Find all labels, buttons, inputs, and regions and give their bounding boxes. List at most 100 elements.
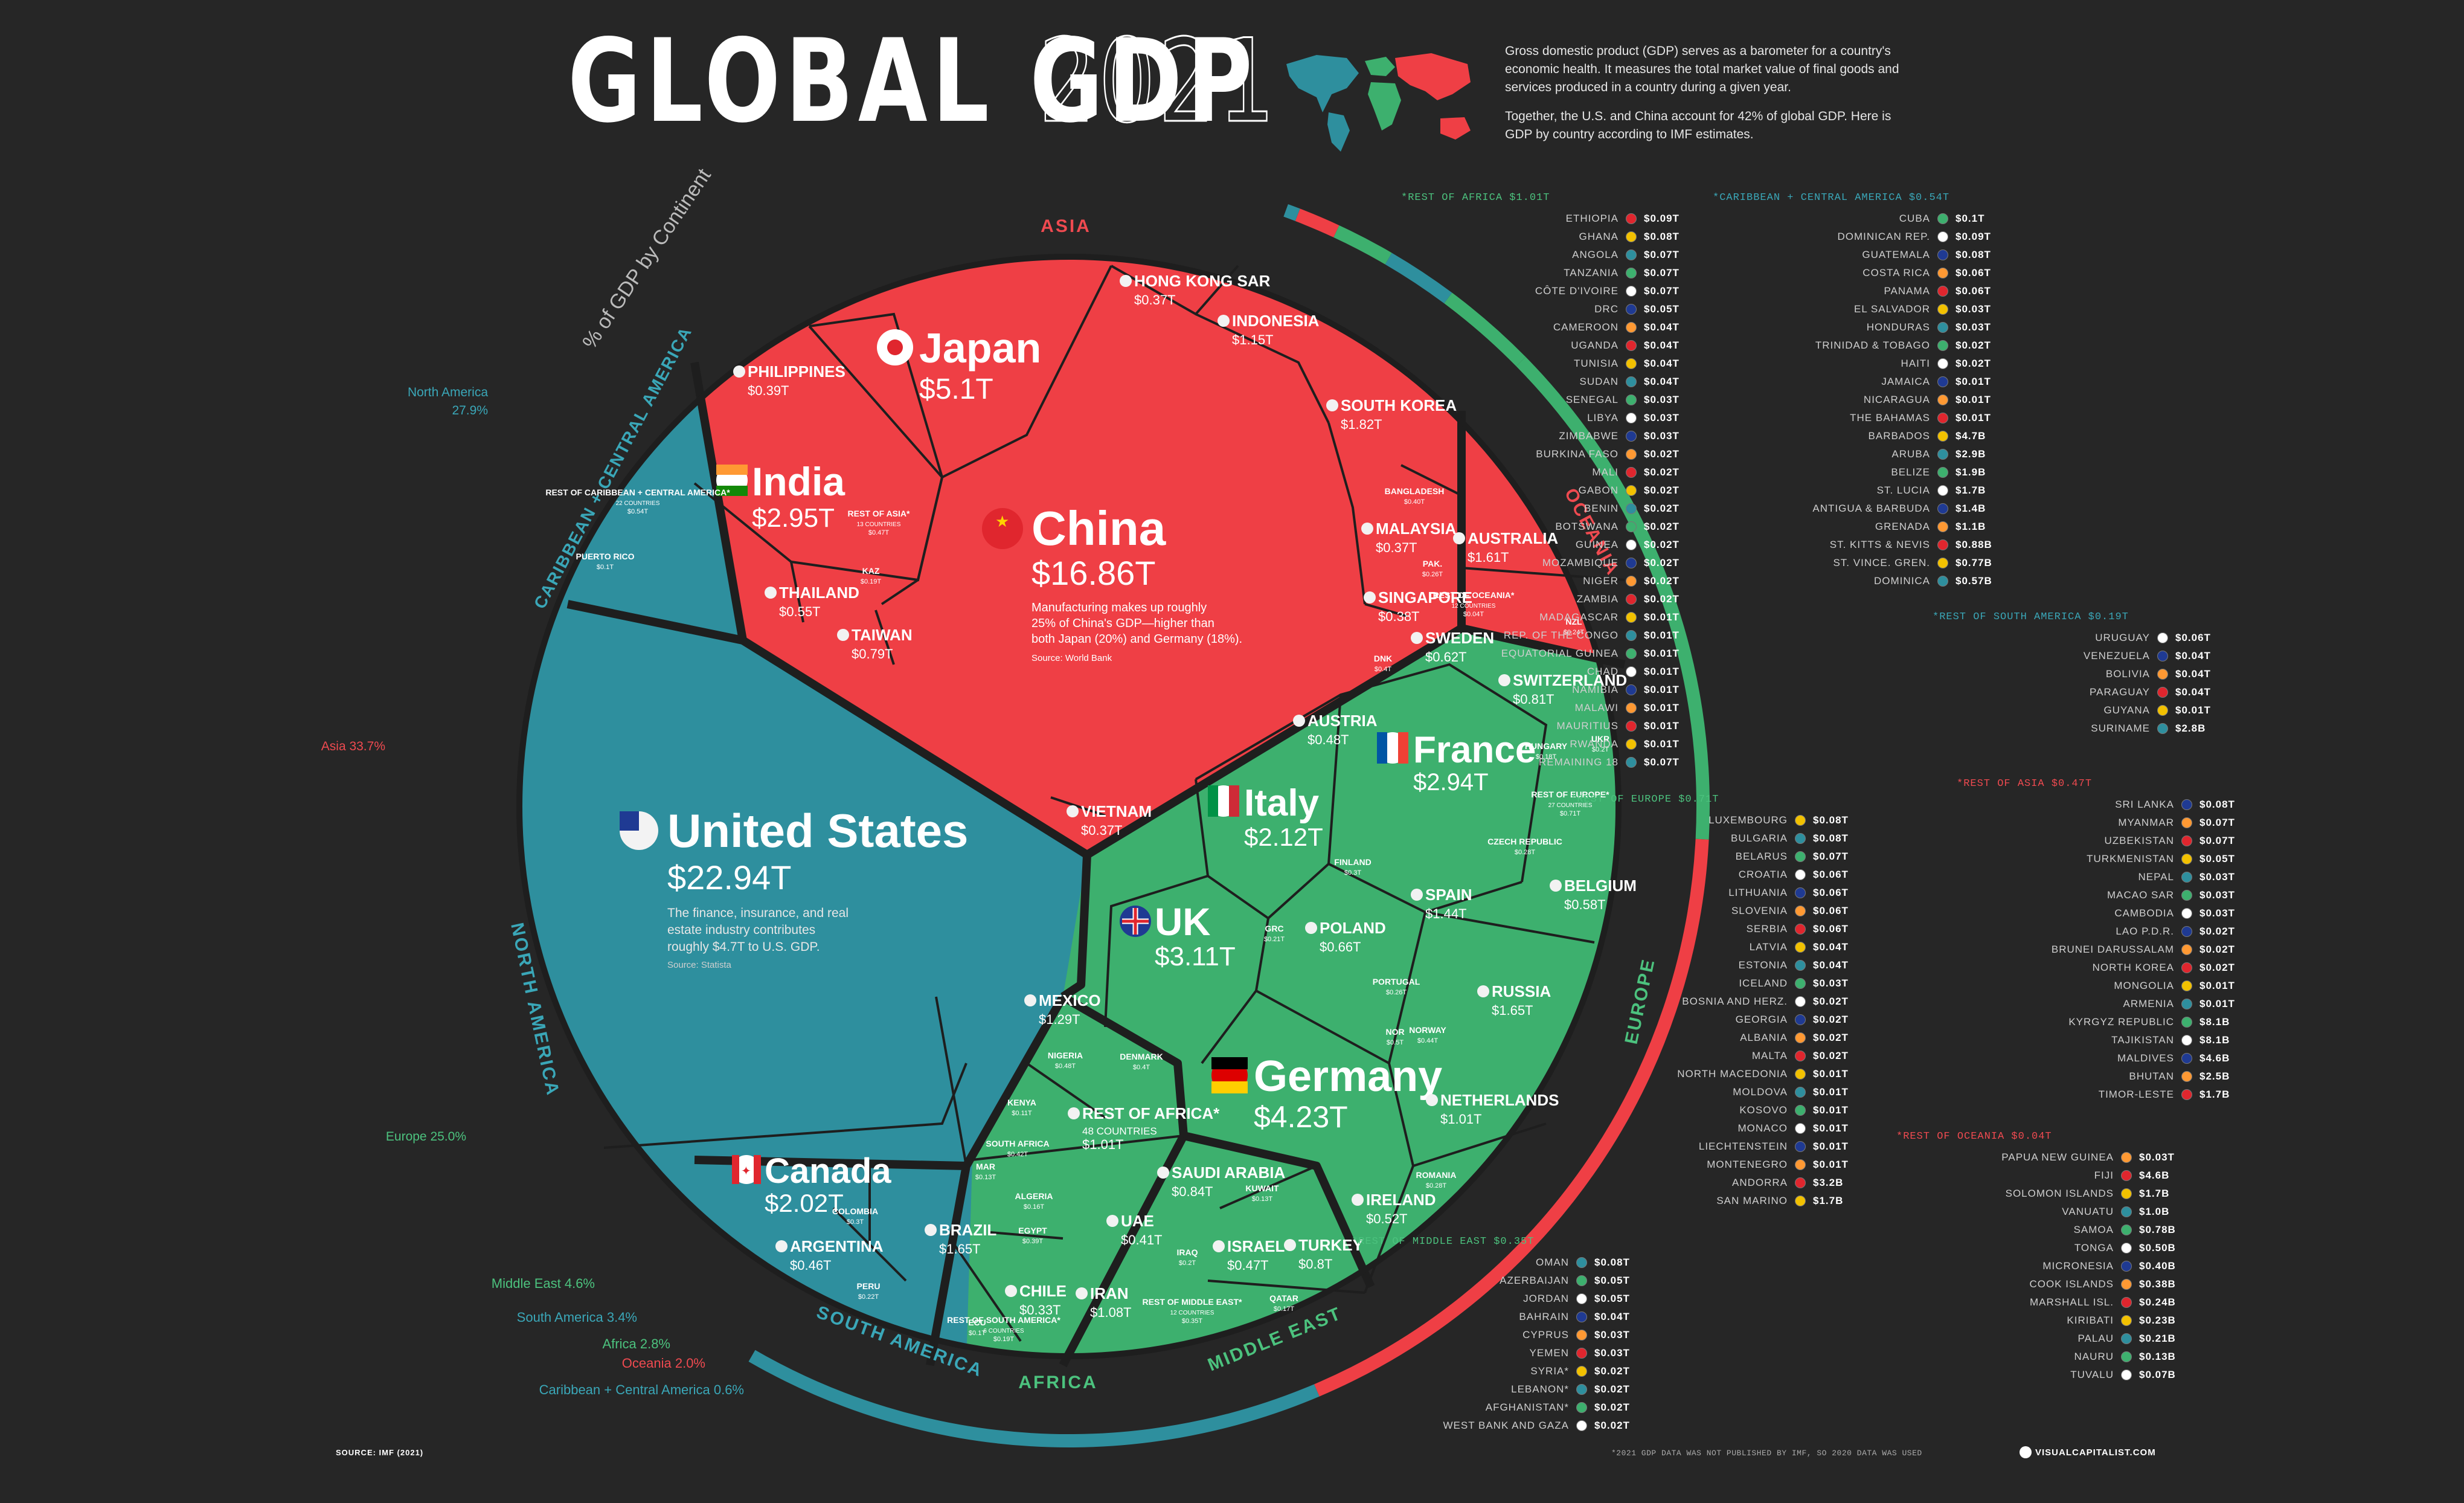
country-qatar[interactable]: QATAR $0.17T [1269, 1293, 1298, 1313]
country-kaz[interactable]: KAZ $0.19T [861, 566, 882, 585]
list-item: ST. LUCIA $1.7B [1713, 481, 1992, 500]
country-peru[interactable]: PERU $0.22T [857, 1281, 881, 1301]
country-egypt[interactable]: EGYPT $0.39T [1018, 1226, 1047, 1245]
country-nigeria[interactable]: NIGERIA $0.48T [1048, 1051, 1083, 1070]
country-rest-of-europe-[interactable]: REST OF EUROPE* 27 COUNTRIES$0.71T [1531, 790, 1609, 817]
country-czech-republic[interactable]: CZECH REPUBLIC $0.28T [1487, 837, 1562, 856]
country-united-states[interactable]: United States $22.94T The finance, insur… [620, 804, 968, 970]
country-france[interactable]: France $2.94T [1377, 729, 1536, 796]
country-japan[interactable]: Japan $5.1T [877, 324, 1041, 405]
list-item: TUVALU $0.07B [1896, 1366, 2176, 1384]
country-south-korea[interactable]: SOUTH KOREA $1.82T [1326, 396, 1457, 432]
country-belgium[interactable]: BELGIUM $0.58T [1550, 877, 1637, 912]
country-china[interactable]: ★ China $16.86T Manufacturing makes up r… [982, 501, 1242, 663]
list-item-value: $1.0B [2139, 1206, 2170, 1217]
country-kuwait[interactable]: KUWAIT $0.13T [1245, 1183, 1279, 1203]
flag-icon [2181, 1053, 2192, 1064]
country-colombia[interactable]: COLOMBIA $0.3T [832, 1206, 878, 1226]
share-label-middle-east: Middle East 4.6% [492, 1276, 595, 1291]
list-item: SERBIA $0.06T [1570, 920, 1849, 938]
country-brazil[interactable]: BRAZIL $1.65T [925, 1221, 996, 1257]
country-thailand[interactable]: THAILAND $0.55T [765, 584, 859, 619]
list-item: ZAMBIA $0.02T [1401, 590, 1680, 608]
list-item-name: LIECHTENSTEIN [1698, 1141, 1788, 1152]
country-value: $0.16T [1024, 1203, 1045, 1211]
list-item: UGANDA $0.04T [1401, 336, 1680, 355]
country-ukr[interactable]: UKR $0.2T [1591, 734, 1609, 753]
country-russia[interactable]: RUSSIA $1.65T [1477, 982, 1551, 1018]
country-turkey[interactable]: TURKEY $0.8T [1284, 1236, 1363, 1272]
country-israel[interactable]: ISRAEL $0.47T [1213, 1237, 1285, 1273]
country-rest-of-africa-[interactable]: REST OF AFRICA* 48 COUNTRIES$1.01T [1068, 1104, 1220, 1152]
country-iraq[interactable]: IRAQ $0.2T [1177, 1247, 1198, 1267]
country-mexico[interactable]: MEXICO $1.29T [1024, 991, 1101, 1027]
list-item-value: $0.02T [1594, 1420, 1630, 1431]
region-label-asia: ASIA [1041, 216, 1091, 236]
country-ireland[interactable]: IRELAND $0.52T [1352, 1191, 1436, 1226]
country-germany[interactable]: Germany $4.23T [1211, 1052, 1442, 1134]
country-hong-kong-sar[interactable]: HONG KONG SAR $0.37T [1120, 272, 1271, 307]
country-taiwan[interactable]: TAIWAN $0.79T [837, 626, 913, 661]
country-south-africa[interactable]: SOUTH AFRICA $0.42T [986, 1139, 1049, 1158]
country-italy[interactable]: Italy $2.12T [1208, 782, 1323, 851]
country-singapore[interactable]: SINGAPORE $0.38T [1364, 588, 1472, 624]
country-romania[interactable]: ROMANIA $0.28T [1416, 1170, 1457, 1189]
country-rest-of-middle-east-[interactable]: REST OF MIDDLE EAST* 12 COUNTRIES $0.35T [1143, 1297, 1242, 1325]
list-item: LUXEMBOURG $0.08T [1570, 811, 1849, 829]
country-uae[interactable]: UAE $0.41T [1106, 1212, 1163, 1247]
country-netherlands[interactable]: NETHERLANDS $1.01T [1426, 1091, 1559, 1127]
country-rest-of-asia-[interactable]: REST OF ASIA* 13 COUNTRIES$0.47T [848, 509, 910, 536]
country-philippines[interactable]: PHILIPPINES $0.39T [733, 362, 845, 398]
country-rest-of-caribbean-central-america-[interactable]: REST OF CARIBBEAN + CENTRAL AMERICA* 22 C… [545, 488, 730, 515]
list-item-value: $0.38B [2139, 1278, 2176, 1290]
list-item: NICARAGUA $0.01T [1713, 391, 1992, 409]
list-item-name: SAMOA [2073, 1224, 2114, 1235]
list-item-name: PANAMA [1884, 285, 1930, 297]
country-puerto-rico[interactable]: PUERTO RICO $0.1T [576, 552, 635, 571]
country-uk[interactable]: UK $3.11T [1120, 900, 1236, 971]
country-canada[interactable]: ✦ Canada $2.02T [732, 1151, 891, 1217]
flag-icon [1937, 503, 1948, 514]
country-australia[interactable]: AUSTRALIA $1.61T [1453, 529, 1558, 565]
country-rest-of-oceania-[interactable]: REST OF OCEANIA* 12 COUNTRIES$0.04T [1433, 590, 1515, 618]
country-name: PHILIPPINES [748, 362, 845, 381]
country-austria[interactable]: AUSTRIA $0.48T [1293, 712, 1378, 747]
country-bangladesh[interactable]: BANGLADESH $0.40T [1385, 486, 1445, 506]
country-nor[interactable]: NOR $0.5T [1385, 1027, 1404, 1046]
country-saudi-arabia[interactable]: SAUDI ARABIA $0.84T [1157, 1163, 1285, 1199]
country-denmark[interactable]: DENMARK $0.4T [1120, 1052, 1163, 1071]
country-indonesia[interactable]: INDONESIA $1.15T [1218, 312, 1320, 347]
flag-icon [2181, 1035, 2192, 1046]
callout-us-source: Source: Statista [667, 960, 732, 970]
flag-icon [2121, 1279, 2132, 1290]
country-algeria[interactable]: ALGERIA $0.16T [1015, 1191, 1053, 1211]
country-spain[interactable]: SPAIN $1.44T [1411, 886, 1472, 921]
country-kenya[interactable]: KENYA $0.11T [1007, 1098, 1036, 1117]
country-pak-[interactable]: PAK. $0.26T [1422, 559, 1443, 578]
country-india[interactable]: India $2.95T [716, 459, 845, 533]
country-sweden[interactable]: SWEDEN $0.62T [1411, 629, 1494, 665]
country-poland[interactable]: POLAND $0.66T [1305, 919, 1386, 954]
country-portugal[interactable]: PORTUGAL $0.26T [1373, 977, 1420, 996]
list-item-value: $0.24B [2139, 1296, 2176, 1308]
list-item-name: GUYANA [2103, 704, 2150, 716]
list-item-value: $0.50B [2139, 1242, 2176, 1254]
country-argentina[interactable]: ARGENTINA $0.46T [775, 1237, 884, 1273]
country-hungary[interactable]: HUNGARY $0.18T [1525, 741, 1568, 761]
country-vietnam[interactable]: VIETNAM $0.37T [1067, 802, 1152, 838]
country-iran[interactable]: IRAN $1.08T [1076, 1284, 1132, 1320]
country-switzerland[interactable]: SWITZERLAND $0.81T [1498, 671, 1627, 707]
country-nzl[interactable]: NZL $0.24T [1564, 617, 1585, 636]
country-norway[interactable]: NORWAY $0.44T [1409, 1025, 1446, 1044]
country-ecu[interactable]: ECU $0.1T [968, 1318, 986, 1337]
country-rest-of-south-america-[interactable]: REST OF SOUTH AMERICA* 6 COUNTRIES $0.19T [947, 1315, 1060, 1343]
country-mar[interactable]: MAR $0.13T [975, 1162, 996, 1181]
flag-icon [2181, 962, 2192, 973]
brand-name[interactable]: VISUALCAPITALIST.COM [2035, 1447, 2156, 1458]
country-chile[interactable]: CHILE $0.33T [1005, 1282, 1067, 1318]
country-finland[interactable]: FINLAND $0.3T [1334, 857, 1371, 877]
country-dnk[interactable]: DNK $0.4T [1374, 654, 1392, 673]
country-grc[interactable]: GRC $0.21T [1264, 924, 1285, 943]
country-malaysia[interactable]: MALAYSIA $0.37T [1361, 520, 1457, 555]
list-item-value: $2.5B [2199, 1070, 2230, 1082]
